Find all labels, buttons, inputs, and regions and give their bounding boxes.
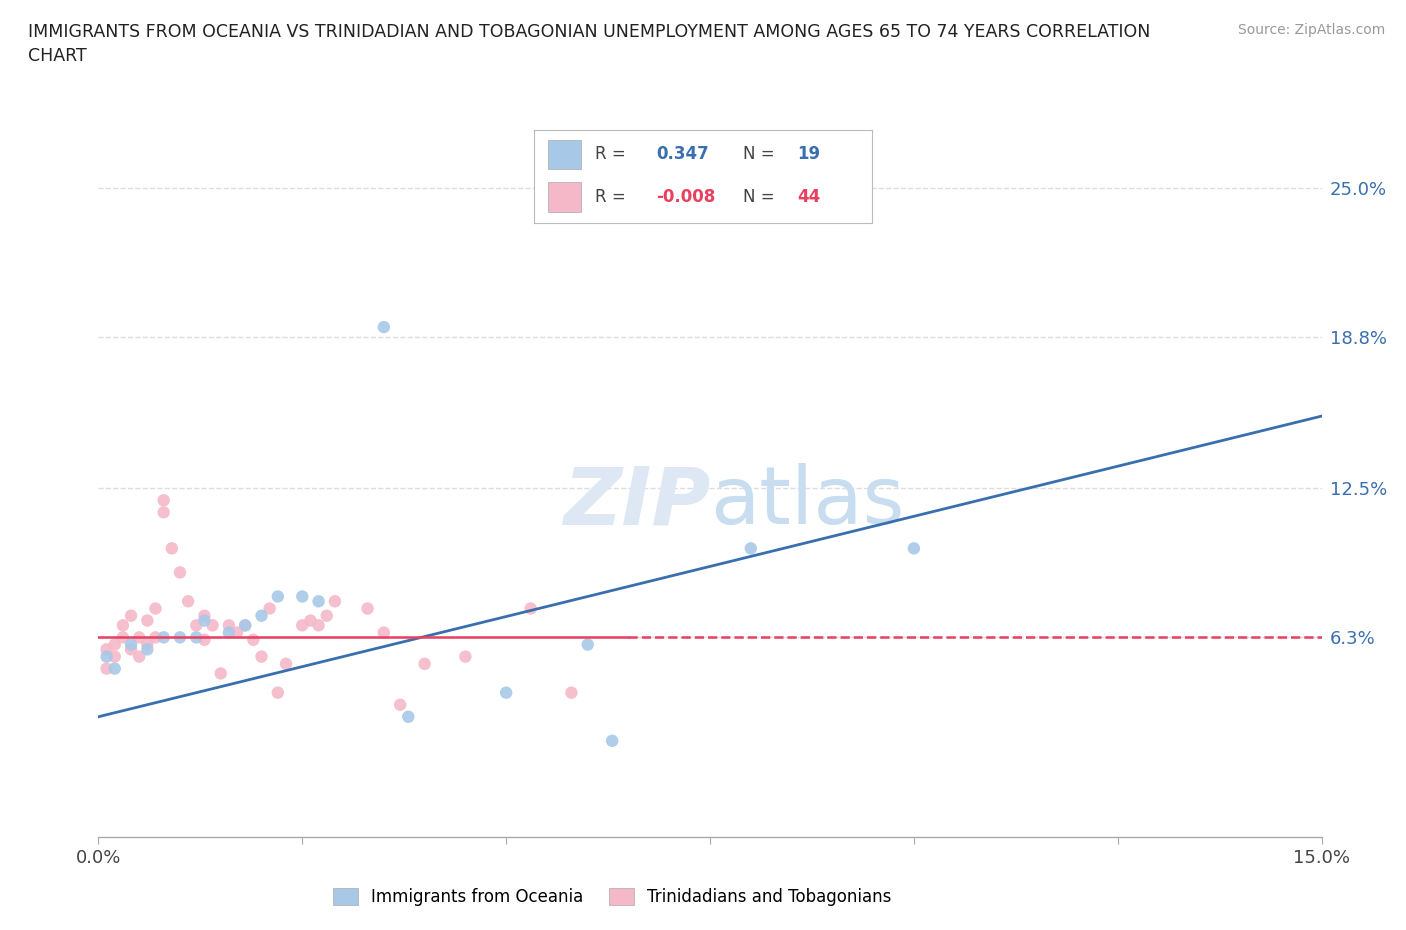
Point: [740, 541, 762, 556]
Point: [104, 661, 127, 676]
Text: N =: N =: [744, 145, 775, 164]
Point: [186, 618, 208, 632]
Text: IMMIGRANTS FROM OCEANIA VS TRINIDADIAN AND TOBAGONIAN UNEMPLOYMENT AMONG AGES 65: IMMIGRANTS FROM OCEANIA VS TRINIDADIAN A…: [28, 23, 1150, 65]
Point: [373, 625, 395, 640]
Point: [233, 618, 256, 632]
Text: ZIP: ZIP: [562, 463, 710, 541]
Point: [193, 632, 215, 647]
Text: Source: ZipAtlas.com: Source: ZipAtlas.com: [1237, 23, 1385, 37]
Point: [120, 608, 142, 623]
Point: [308, 594, 330, 609]
Point: [519, 601, 541, 616]
Point: [152, 493, 174, 508]
Text: 19: 19: [797, 145, 821, 164]
Point: [373, 320, 395, 335]
Point: [356, 601, 378, 616]
Point: [226, 625, 249, 640]
Point: [560, 685, 582, 700]
Text: -0.008: -0.008: [655, 188, 716, 206]
Point: [96, 661, 118, 676]
Point: [218, 618, 240, 632]
Point: [104, 649, 127, 664]
Text: 44: 44: [797, 188, 821, 206]
Text: atlas: atlas: [710, 463, 904, 541]
Point: [120, 637, 142, 652]
Point: [600, 734, 623, 749]
Point: [193, 608, 215, 623]
Point: [128, 630, 150, 644]
Point: [145, 601, 167, 616]
Point: [299, 613, 322, 628]
Text: R =: R =: [595, 145, 626, 164]
Point: [291, 589, 314, 604]
Point: [96, 642, 118, 657]
Point: [250, 649, 273, 664]
Point: [389, 698, 412, 712]
Point: [291, 618, 314, 632]
Point: [396, 710, 419, 724]
Point: [259, 601, 281, 616]
Text: N =: N =: [744, 188, 775, 206]
Point: [274, 657, 297, 671]
Point: [169, 565, 191, 580]
Point: [308, 618, 330, 632]
Point: [267, 589, 290, 604]
Point: [903, 541, 925, 556]
Point: [145, 630, 167, 644]
Point: [413, 657, 436, 671]
Point: [267, 685, 290, 700]
Point: [193, 613, 215, 628]
Point: [201, 618, 224, 632]
Point: [186, 630, 208, 644]
Point: [111, 618, 134, 632]
Point: [233, 618, 256, 632]
Point: [136, 613, 159, 628]
Text: R =: R =: [595, 188, 626, 206]
Point: [152, 630, 174, 644]
Point: [120, 642, 142, 657]
Point: [104, 637, 127, 652]
Point: [250, 608, 273, 623]
Point: [218, 625, 240, 640]
Bar: [548, 140, 581, 169]
Bar: [548, 182, 581, 212]
Text: 0.347: 0.347: [655, 145, 709, 164]
Legend: Immigrants from Oceania, Trinidadians and Tobagonians: Immigrants from Oceania, Trinidadians an…: [326, 881, 898, 912]
Point: [128, 649, 150, 664]
Point: [169, 630, 191, 644]
Point: [111, 630, 134, 644]
Point: [160, 541, 183, 556]
Point: [136, 637, 159, 652]
Point: [209, 666, 232, 681]
Point: [136, 642, 159, 657]
Point: [315, 608, 337, 623]
Point: [96, 649, 118, 664]
Point: [495, 685, 517, 700]
Point: [576, 637, 599, 652]
Point: [242, 632, 264, 647]
Point: [454, 649, 477, 664]
Point: [323, 594, 346, 609]
Point: [177, 594, 200, 609]
Point: [152, 505, 174, 520]
